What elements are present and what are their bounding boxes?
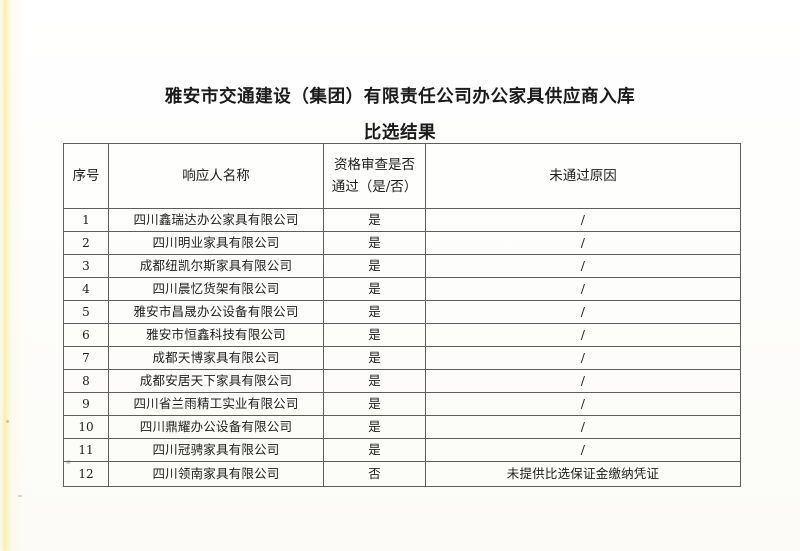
cell-index: 12	[63, 461, 109, 487]
cell-qualification: 是	[323, 438, 426, 462]
cell-supplier-name: 四川鑫瑞达办公家具有限公司	[108, 208, 324, 232]
table-row: 9 四川省兰雨精工实业有限公司是 /	[63, 392, 741, 416]
cell-reason: /	[425, 231, 741, 255]
table-row: 5 雅安市昌晟办公设备有限公司是 /	[63, 300, 741, 324]
supplier-results-table: 序号 响应人名称 资格审查是否 通过（是/否） 未通过原因 1 四川鑫瑞达办公家具…	[63, 143, 741, 487]
table-row: 6 雅安市恒鑫科技有限公司是 /	[63, 323, 741, 347]
cell-reason: /	[425, 254, 741, 278]
cell-reason: /	[425, 323, 741, 347]
cell-supplier-name: 四川领南家具有限公司	[108, 461, 324, 487]
table-row: 11 四川冠骋家具有限公司是 /	[63, 438, 741, 462]
cell-index: 5	[63, 300, 109, 324]
cell-qualification: 是	[323, 231, 426, 255]
scan-edge-artifact	[2, 0, 11, 551]
cell-supplier-name: 雅安市恒鑫科技有限公司	[108, 323, 324, 347]
cell-qualification: 是	[323, 277, 426, 301]
cell-index: 10	[63, 415, 109, 439]
cell-index: 6	[63, 323, 109, 347]
cell-qualification: 是	[323, 415, 426, 439]
cell-index: 4	[63, 277, 109, 301]
table-header: 序号 响应人名称 资格审查是否 通过（是/否） 未通过原因	[63, 143, 741, 209]
cell-reason: /	[425, 438, 741, 462]
cell-qualification: 是	[323, 392, 426, 416]
cell-qualification: 是	[323, 369, 426, 393]
cell-qualification: 否	[323, 461, 426, 487]
scan-speck	[6, 420, 9, 423]
cell-index: 11	[63, 438, 109, 462]
table-row: 7 成都天博家具有限公司是 /	[63, 346, 741, 370]
cell-reason: /	[425, 392, 741, 416]
cell-index: 1	[63, 208, 109, 232]
cell-reason: /	[425, 346, 741, 370]
cell-qualification: 是	[323, 254, 426, 278]
document-title-line-1: 雅安市交通建设（集团）有限责任公司办公家具供应商入库	[164, 87, 636, 107]
table-row: 3 成都纽凯尔斯家具有限公司是 /	[63, 254, 741, 278]
cell-qualification: 是	[323, 346, 426, 370]
cell-index: 8	[63, 369, 109, 393]
column-header-qualification: 资格审查是否 通过（是/否）	[323, 143, 426, 209]
cell-qualification: 是	[323, 208, 426, 232]
column-header-index: 序号	[63, 143, 109, 209]
scan-speck	[18, 495, 22, 497]
table-row: 1 四川鑫瑞达办公家具有限公司是 /	[63, 208, 741, 232]
column-header-name: 响应人名称	[108, 143, 324, 209]
table-header-row: 序号 响应人名称 资格审查是否 通过（是/否） 未通过原因	[63, 143, 741, 209]
table-row: 12 四川领南家具有限公司否未提供比选保证金缴纳凭证	[63, 461, 741, 487]
cell-supplier-name: 四川明业家具有限公司	[108, 231, 324, 255]
table-row: 8 成都安居天下家具有限公司是 /	[63, 369, 741, 393]
cell-reason: /	[425, 415, 741, 439]
table-row: 2 四川明业家具有限公司是 /	[63, 231, 741, 255]
cell-index: 3	[63, 254, 109, 278]
cell-reason: /	[425, 369, 741, 393]
cell-supplier-name: 成都纽凯尔斯家具有限公司	[108, 254, 324, 278]
cell-index: 7	[63, 346, 109, 370]
cell-supplier-name: 雅安市昌晟办公设备有限公司	[108, 300, 324, 324]
cell-qualification: 是	[323, 323, 426, 347]
cell-supplier-name: 四川冠骋家具有限公司	[108, 438, 324, 462]
cell-reason: /	[425, 208, 741, 232]
document-title-line-2: 比选结果	[363, 123, 437, 143]
cell-index: 2	[63, 231, 109, 255]
cell-supplier-name: 成都安居天下家具有限公司	[108, 369, 324, 393]
column-header-reason: 未通过原因	[425, 143, 741, 209]
cell-supplier-name: 四川鼎耀办公设备有限公司	[108, 415, 324, 439]
cell-reason: /	[425, 277, 741, 301]
cell-reason: /	[425, 300, 741, 324]
column-header-qualification-line-2: 通过（是/否）	[331, 179, 418, 195]
cell-index: 9	[63, 392, 109, 416]
cell-reason: 未提供比选保证金缴纳凭证	[425, 461, 741, 487]
document-title: 雅安市交通建设（集团）有限责任公司办公家具供应商入库 比选结果	[100, 82, 700, 148]
cell-supplier-name: 四川晨忆货架有限公司	[108, 277, 324, 301]
cell-supplier-name: 成都天博家具有限公司	[108, 346, 324, 370]
table-row: 10 四川鼎耀办公设备有限公司是 /	[63, 415, 741, 439]
cell-qualification: 是	[323, 300, 426, 324]
table-body: 1 四川鑫瑞达办公家具有限公司是/2 四川明业家具有限公司是/3 成都纽凯尔斯家具有限…	[63, 208, 741, 487]
table-row: 4 四川晨忆货架有限公司是 /	[63, 277, 741, 301]
column-header-qualification-line-1: 资格审查是否	[334, 157, 415, 173]
results-table-container: 序号 响应人名称 资格审查是否 通过（是/否） 未通过原因 1 四川鑫瑞达办公家具…	[63, 143, 741, 487]
cell-supplier-name: 四川省兰雨精工实业有限公司	[108, 392, 324, 416]
